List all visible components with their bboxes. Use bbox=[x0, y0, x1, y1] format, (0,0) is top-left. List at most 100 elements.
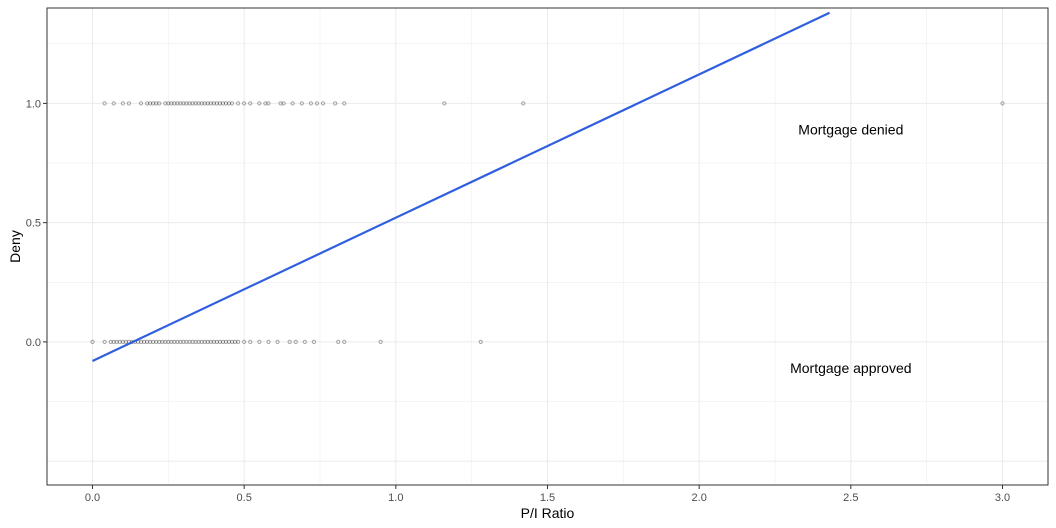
data-point bbox=[336, 339, 341, 344]
data-point bbox=[257, 339, 262, 344]
data-point bbox=[242, 339, 247, 344]
data-point bbox=[263, 101, 268, 106]
x-axis-title: P/I Ratio bbox=[521, 505, 575, 521]
data-point bbox=[278, 101, 283, 106]
data-point bbox=[111, 101, 116, 106]
x-tick-label: 2.5 bbox=[843, 492, 858, 504]
fit-line bbox=[92, 11, 831, 362]
data-point bbox=[442, 101, 447, 106]
data-point bbox=[232, 339, 238, 344]
annotations: Mortgage denied Mortgage approved bbox=[790, 122, 911, 377]
data-point bbox=[175, 101, 180, 106]
data-point bbox=[248, 339, 253, 344]
data-point bbox=[199, 339, 204, 344]
data-point bbox=[521, 101, 526, 106]
data-point bbox=[223, 101, 229, 106]
data-point bbox=[308, 101, 313, 106]
data-point bbox=[193, 101, 198, 106]
data-point bbox=[163, 339, 168, 344]
data-point bbox=[208, 339, 213, 344]
data-point bbox=[90, 339, 95, 344]
data-point bbox=[145, 339, 150, 344]
data-point bbox=[166, 101, 171, 106]
data-point bbox=[108, 339, 113, 344]
x-tick-label: 1.5 bbox=[540, 492, 555, 504]
x-tick-label: 3.0 bbox=[995, 492, 1010, 504]
data-point bbox=[151, 101, 156, 106]
data-point bbox=[193, 339, 198, 344]
data-point bbox=[211, 101, 216, 106]
x-tick-label: 2.0 bbox=[692, 492, 707, 504]
data-point bbox=[205, 101, 210, 106]
data-point bbox=[114, 339, 119, 344]
data-point bbox=[196, 339, 201, 344]
data-point bbox=[378, 339, 383, 344]
y-tick-label: 0.5 bbox=[26, 218, 41, 230]
data-point bbox=[478, 339, 483, 344]
data-point bbox=[157, 101, 162, 106]
fit-line-group bbox=[92, 11, 831, 362]
data-point bbox=[202, 339, 207, 344]
data-point bbox=[123, 339, 128, 344]
data-point bbox=[190, 101, 195, 106]
data-point bbox=[102, 101, 107, 106]
data-point bbox=[214, 101, 219, 106]
x-tick-label: 1.0 bbox=[388, 492, 403, 504]
data-point bbox=[169, 101, 174, 106]
y-tick-label: 1.0 bbox=[26, 98, 41, 110]
x-tick-label: 0.0 bbox=[85, 492, 100, 504]
data-point bbox=[148, 101, 153, 106]
y-axis-title: Deny bbox=[7, 230, 23, 263]
data-point bbox=[141, 339, 147, 344]
data-point bbox=[275, 339, 280, 344]
data-point bbox=[202, 101, 207, 106]
data-point bbox=[166, 339, 171, 344]
data-point bbox=[342, 339, 347, 344]
data-point bbox=[205, 339, 210, 344]
data-point bbox=[342, 101, 347, 106]
data-point bbox=[220, 101, 226, 106]
data-point bbox=[154, 101, 159, 106]
data-point bbox=[211, 339, 216, 344]
data-point bbox=[187, 339, 192, 344]
data-point bbox=[223, 339, 229, 344]
data-point bbox=[181, 339, 186, 344]
data-point bbox=[196, 101, 201, 106]
data-point bbox=[302, 339, 307, 344]
data-point bbox=[248, 101, 253, 106]
data-point bbox=[257, 101, 262, 106]
data-point bbox=[178, 339, 183, 344]
data-point bbox=[299, 101, 304, 106]
data-point bbox=[172, 101, 177, 106]
data-point bbox=[169, 339, 174, 344]
data-point bbox=[217, 101, 222, 106]
data-point bbox=[1000, 101, 1005, 106]
data-point bbox=[199, 101, 204, 106]
data-point bbox=[175, 339, 180, 344]
data-point bbox=[290, 101, 295, 106]
data-point bbox=[172, 339, 177, 344]
data-point bbox=[126, 101, 131, 106]
data-point bbox=[320, 101, 326, 106]
data-point bbox=[148, 339, 153, 344]
annotation-label: Mortgage approved bbox=[790, 360, 911, 376]
data-point bbox=[145, 101, 150, 106]
data-point bbox=[229, 339, 235, 344]
data-point bbox=[226, 339, 232, 344]
data-point bbox=[311, 339, 317, 344]
data-point bbox=[184, 101, 189, 106]
data-point bbox=[181, 101, 186, 106]
data-point bbox=[163, 101, 168, 106]
data-point bbox=[293, 339, 298, 344]
grid-lines bbox=[47, 8, 1048, 485]
data-points bbox=[90, 101, 1005, 344]
data-point bbox=[266, 339, 271, 344]
data-point bbox=[226, 101, 232, 106]
data-point bbox=[333, 101, 338, 106]
data-point bbox=[217, 339, 222, 344]
data-point bbox=[160, 339, 165, 344]
data-point bbox=[214, 339, 219, 344]
data-point bbox=[184, 339, 189, 344]
y-tick-label: 0.0 bbox=[26, 337, 41, 349]
